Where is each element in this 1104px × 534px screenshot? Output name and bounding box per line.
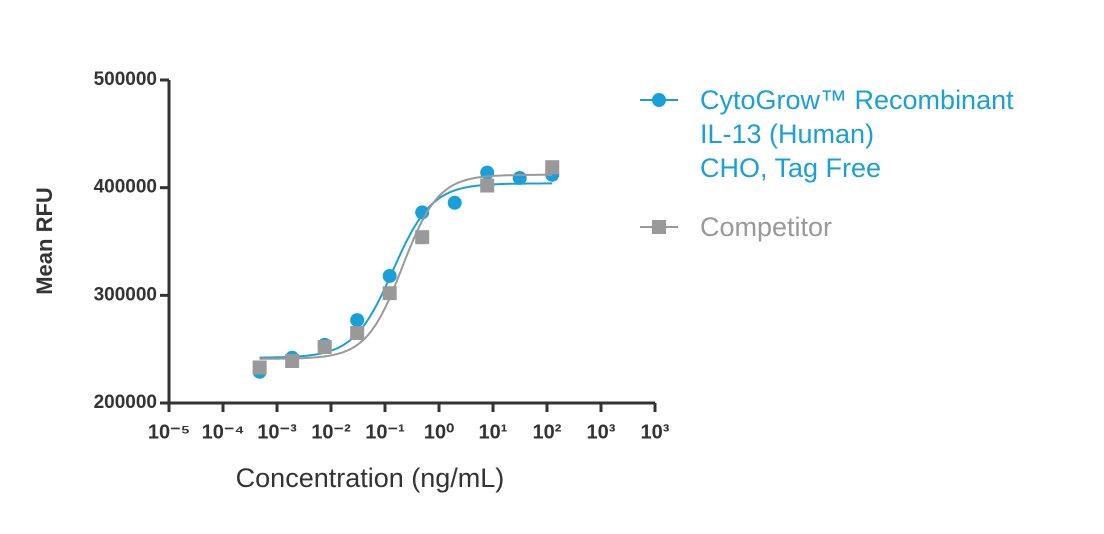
point <box>512 170 527 185</box>
point <box>350 326 365 341</box>
point <box>350 313 365 328</box>
x-tick-label: 10¹ <box>479 421 508 443</box>
point <box>480 178 495 193</box>
legend-label: CytoGrow™ Recombinant IL-13 (Human) CHO,… <box>700 85 1014 183</box>
legend-marker <box>652 93 666 107</box>
x-tick-label: 10² <box>533 421 562 443</box>
y-tick-label: 300000 <box>94 284 157 305</box>
fit-curve <box>259 173 553 360</box>
x-tick-label: 10⁻¹ <box>365 421 405 443</box>
point <box>252 360 267 375</box>
legend-marker <box>652 220 666 234</box>
point <box>382 268 397 283</box>
x-tick-label: 10³ <box>641 421 670 443</box>
y-tick-label: 200000 <box>94 392 157 413</box>
y-axis-label: Mean RFU <box>32 187 57 295</box>
point <box>382 286 397 301</box>
point <box>447 195 462 210</box>
point <box>415 230 430 245</box>
point <box>545 160 560 175</box>
y-tick-label: 500000 <box>94 69 157 90</box>
x-tick-label: 10⁻² <box>311 421 351 443</box>
point <box>317 340 332 355</box>
y-tick-label: 400000 <box>94 177 157 198</box>
x-tick-label: 10⁰ <box>424 421 454 443</box>
x-axis-label: Concentration (ng/mL) <box>236 463 505 493</box>
legend-label: Competitor <box>700 212 833 242</box>
x-tick-label: 10⁻⁴ <box>202 421 245 443</box>
x-tick-label: 10⁻³ <box>257 421 297 443</box>
x-tick-label: 10⁻⁵ <box>148 421 190 443</box>
fit-curve <box>259 182 553 359</box>
point <box>285 354 300 369</box>
x-tick-label: 10³ <box>587 421 616 443</box>
